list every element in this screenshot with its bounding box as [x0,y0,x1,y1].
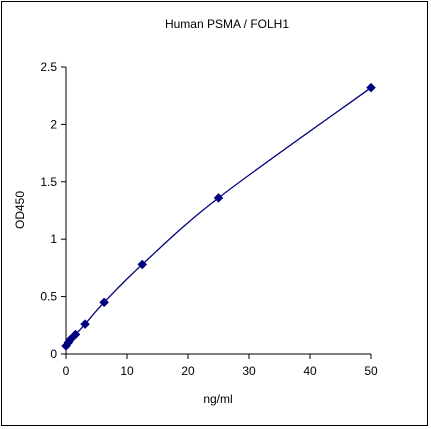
y-tick-label: 1.5 [40,175,57,189]
data-point [366,82,376,93]
trend-line [65,87,372,347]
y-tick-label: 2 [50,117,57,131]
data-point [213,193,224,203]
y-tick-label: 1 [50,232,57,246]
x-tick-label: 10 [120,364,134,378]
data-point [137,259,148,270]
x-tick-label: 50 [364,364,378,378]
y-tick-label: 0.5 [40,290,57,304]
y-tick-label: 2.5 [40,60,57,74]
data-point [99,297,109,308]
x-tick-label: 20 [181,364,195,378]
chart-title: Human PSMA / FOLH1 [165,17,289,31]
plot-area: 0 0.5 1 1.5 2 2.5 0 10 20 30 40 50 [40,60,378,378]
data-point [70,329,81,340]
x-axis-title: ng/ml [203,392,232,406]
x-tick-label: 0 [63,364,70,378]
x-tick-label: 40 [303,364,317,378]
y-tick-label: 0 [50,347,57,361]
data-point [80,319,90,330]
y-axis-title: OD450 [13,191,27,229]
x-tick-label: 30 [242,364,256,378]
